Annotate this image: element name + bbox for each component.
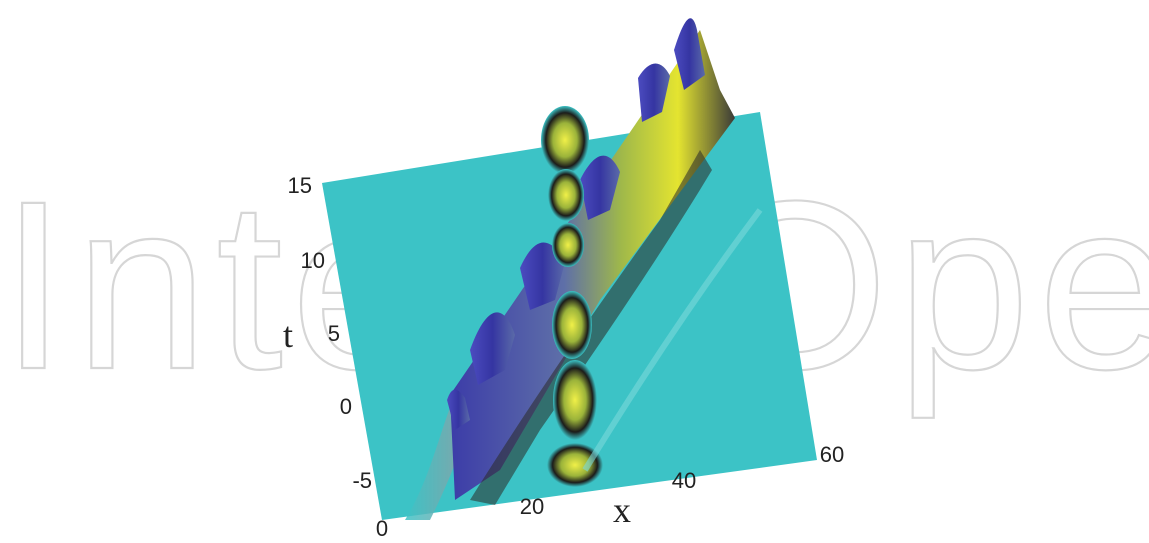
y-tick-label: -5 (352, 468, 372, 493)
y-tick-label: 15 (288, 173, 312, 198)
hump (580, 155, 620, 220)
breather-peak (547, 443, 603, 487)
hump (470, 312, 515, 385)
x-axis-label: x (613, 490, 631, 530)
y-axis-label: t (283, 315, 293, 355)
x-tick-label: 0 (376, 516, 388, 541)
soliton-ridge (450, 30, 735, 500)
breather-peak (541, 106, 589, 174)
hump (447, 389, 470, 430)
surface-highlight (582, 208, 763, 472)
x-tick-label: 20 (520, 494, 544, 519)
x-axis: 0 20 40 60 x (376, 442, 844, 541)
hump (674, 18, 705, 90)
y-tick-label: 0 (340, 394, 352, 419)
x-tick-label: 40 (672, 468, 696, 493)
y-tick-label: 5 (328, 321, 340, 346)
soliton-humps (447, 18, 705, 430)
breather-peak (553, 360, 597, 440)
breather-column (541, 106, 603, 487)
hump (638, 63, 670, 122)
y-axis: 15 10 5 0 -5 t (283, 173, 372, 493)
breather-peak (552, 223, 584, 267)
hump (520, 242, 565, 310)
breather-peak (552, 291, 592, 359)
y-tick-label: 10 (301, 248, 325, 273)
breather-peak (548, 169, 584, 221)
x-tick-label: 60 (820, 442, 844, 467)
